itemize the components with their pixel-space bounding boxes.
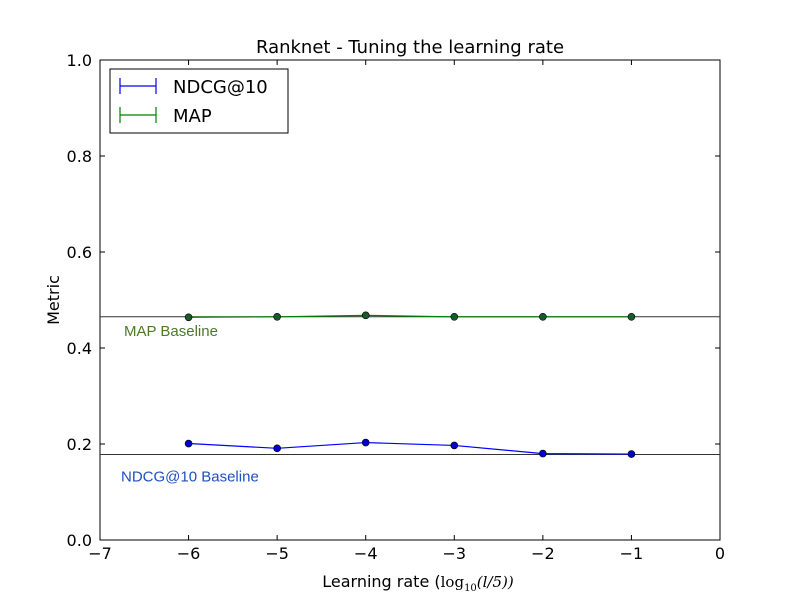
data-point <box>361 311 370 320</box>
x-tick-label: −1 <box>620 544 644 563</box>
y-tick-label: 0.2 <box>67 435 92 454</box>
series-line <box>188 314 632 318</box>
series-line <box>188 441 632 455</box>
y-tick-label: 1.0 <box>67 51 92 70</box>
legend-label: MAP <box>173 106 212 127</box>
legend-label: NDCG@10 <box>173 77 268 98</box>
x-tick-label: 0 <box>715 544 725 563</box>
series-ndcg-10 <box>184 438 636 458</box>
data-point <box>627 450 636 458</box>
legend-box <box>109 68 289 134</box>
data-point <box>627 312 636 321</box>
data-point <box>184 439 193 448</box>
y-tick-label: 0.4 <box>67 339 92 358</box>
data-point <box>184 313 193 322</box>
x-axis-label-subscript: 10 <box>464 583 477 594</box>
series-map <box>184 311 636 322</box>
x-tick-label: −6 <box>177 544 201 563</box>
x-tick-label: −7 <box>88 544 112 563</box>
x-tick-label: −4 <box>354 544 378 563</box>
x-axis-label-argument: (l/5)) <box>477 573 514 591</box>
data-point <box>450 441 459 450</box>
data-point <box>273 312 281 321</box>
chart-title: Ranknet - Tuning the learning rate <box>256 37 564 58</box>
legend: NDCG@10 MAP <box>109 68 289 134</box>
x-tick-label: −2 <box>531 544 555 563</box>
data-point <box>361 438 370 447</box>
y-tick-label: 0.0 <box>67 531 92 550</box>
x-tick-label: −5 <box>265 544 289 563</box>
data-point <box>273 444 281 453</box>
x-axis-label-log: log <box>441 573 465 591</box>
y-tick-label: 0.6 <box>67 243 92 262</box>
axis-ticks: −7 −6 −5 −4 −3 −2 −1 0 0.0 0.2 0.4 0.6 0.8 1.0 <box>67 51 726 563</box>
series-layer <box>184 311 636 458</box>
y-axis-label: Metric <box>44 275 63 325</box>
plot-area <box>99 59 721 541</box>
x-axis-label: Learning rate (log10(l/5)) <box>322 572 514 594</box>
baseline-label: NDCG@10 Baseline <box>121 469 259 486</box>
data-point <box>450 312 459 321</box>
baseline-label: MAP Baseline <box>124 323 218 340</box>
data-point <box>539 449 547 458</box>
y-tick-label: 0.8 <box>67 147 92 166</box>
x-axis-label-prefix: Learning rate ( <box>322 572 440 591</box>
data-point <box>539 312 547 321</box>
x-tick-label: −3 <box>442 544 466 563</box>
